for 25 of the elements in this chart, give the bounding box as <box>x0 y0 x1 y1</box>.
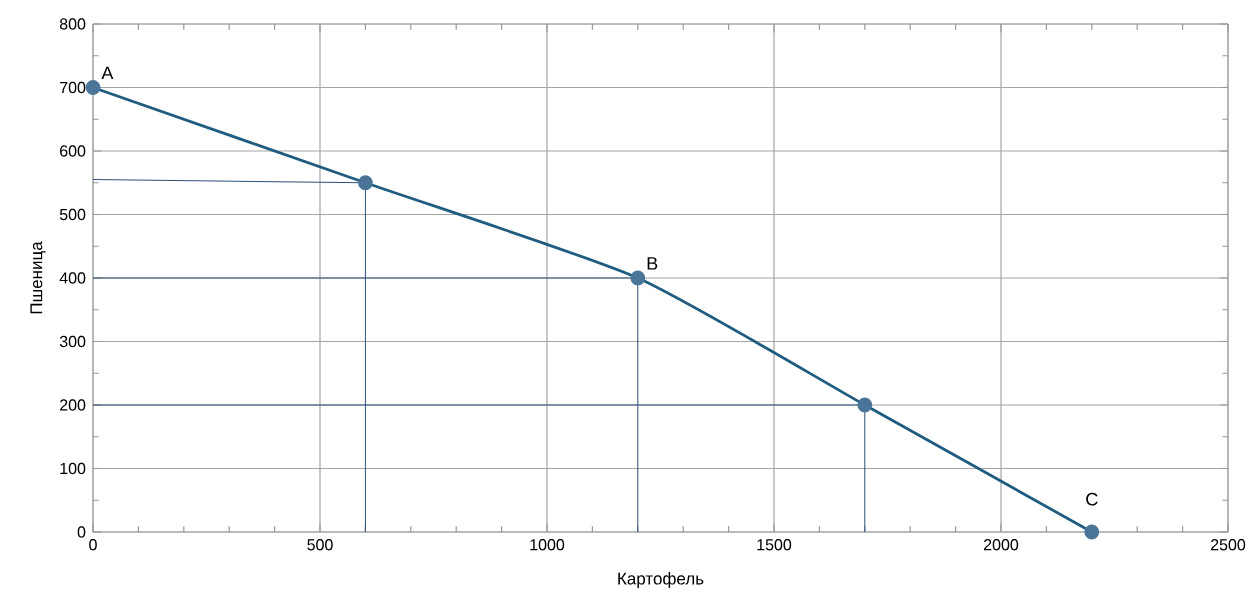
point <box>85 80 101 95</box>
point <box>630 270 646 286</box>
y-tick-label: 800 <box>59 18 86 30</box>
x-tick-label: 1500 <box>757 539 792 551</box>
x-tick-label: 1000 <box>530 539 565 551</box>
y-axis-title: Пшеница <box>30 241 46 314</box>
x-tick-label: 2500 <box>1211 539 1246 551</box>
annotation: A <box>101 66 114 80</box>
point <box>1084 524 1100 540</box>
x-tick-label: 0 <box>89 539 97 551</box>
x-tick-label: 500 <box>307 539 333 551</box>
y-tick-label: 100 <box>60 462 86 475</box>
x-tick-label: 2000 <box>984 539 1019 551</box>
y-tick-label: 500 <box>59 208 86 221</box>
point <box>358 175 373 191</box>
x-axis-title: Картофель <box>618 572 704 588</box>
y-tick-label: 200 <box>60 399 86 411</box>
y-tick-label: 600 <box>60 145 86 157</box>
y-tick-label: 300 <box>59 335 86 348</box>
y-tick-label: 0 <box>77 526 86 538</box>
annotation: C <box>1086 492 1098 506</box>
y-tick-label: 400 <box>59 272 86 284</box>
y-tick-label: 700 <box>60 81 86 94</box>
point <box>857 397 873 413</box>
annotation: B <box>647 257 658 270</box>
